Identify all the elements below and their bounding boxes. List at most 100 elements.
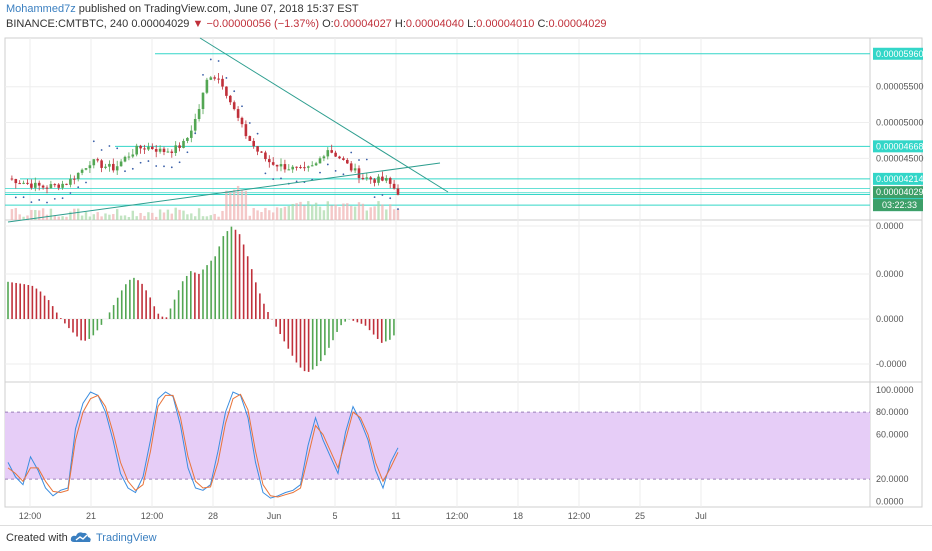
volume-bar (303, 205, 306, 220)
price-tick-label: 0.00005000 (876, 118, 924, 128)
volume-bar (365, 210, 368, 220)
candle-body (84, 168, 88, 170)
candle-body (22, 182, 25, 184)
candle-body (256, 146, 259, 152)
psar-dot (108, 145, 111, 147)
candle-body (190, 130, 193, 138)
volume-bar (18, 214, 21, 220)
volume-bar (353, 206, 357, 220)
volume-bar (330, 205, 333, 220)
volume-bar (311, 204, 314, 220)
candle-body (69, 178, 72, 185)
volume-bar (158, 209, 162, 220)
candle-body (30, 183, 33, 188)
volume-bar (166, 209, 170, 220)
candle-body (385, 178, 388, 181)
candle-body (201, 92, 205, 110)
candle-body (260, 151, 263, 153)
volume-bar (252, 208, 255, 220)
volume-bar (272, 212, 275, 220)
candle-body (338, 156, 341, 159)
last-price-tag (873, 186, 923, 199)
volume-bar (205, 216, 209, 220)
psar-dot (163, 165, 165, 168)
psar-dot (295, 180, 298, 183)
stoch-tick-label: 0.0000 (876, 496, 904, 506)
volume-bar (357, 202, 361, 220)
volume-bar (135, 216, 138, 220)
close-label: C: (537, 18, 549, 30)
volume-bar (100, 216, 103, 220)
publish-info: published on TradingView.com, June 07, 2… (78, 3, 359, 15)
volume-bar (392, 209, 396, 220)
price-tick-label: 0.00005500 (876, 82, 924, 92)
symbol-ohlc-line: BINANCE:CMTBTC, 240 0.00004029 ▼ −0.0000… (6, 18, 607, 30)
volume-bar (186, 214, 189, 220)
candle-body (119, 161, 123, 167)
psar-dot (77, 186, 80, 189)
last-price: 0.00004029 (131, 18, 190, 30)
psar-dot (326, 163, 329, 166)
volume-bar (373, 206, 376, 220)
candle-body (217, 78, 220, 80)
volume-bar (225, 190, 228, 220)
high-value: 0.00004040 (405, 18, 464, 30)
candle-body (314, 163, 318, 166)
trading-chart[interactable]: 12:00 21 12:00 28 Jun 5 11 12:00 18 12:00 25 Jul 0.0… (0, 0, 932, 525)
volume-bar (334, 204, 337, 220)
candle-body (65, 183, 68, 185)
candle-body (334, 152, 337, 157)
psar-dot (264, 172, 267, 175)
candle-body (162, 148, 166, 152)
candle-body (182, 140, 185, 148)
candle-body (349, 163, 353, 171)
volume-bar (350, 205, 353, 220)
volume-bar (299, 201, 302, 220)
x-tick-label: 21 (86, 511, 96, 521)
volume-bar (26, 215, 29, 220)
volume-bar (151, 212, 154, 220)
volume-bar (326, 201, 329, 220)
author-link[interactable]: Mohammed7z (6, 3, 76, 15)
volume-bar (61, 216, 64, 220)
volume-bar (65, 216, 68, 220)
candle-body (76, 172, 80, 180)
price-tick-label: 0.00004500 (876, 153, 924, 163)
psar-dot (397, 208, 399, 210)
psar-dot (217, 60, 220, 62)
psar-dot (202, 73, 204, 76)
volume-bar (30, 209, 33, 220)
x-tick-label: 12:00 (19, 511, 42, 521)
stoch-d-line (7, 393, 399, 498)
psar-dot (46, 201, 48, 204)
volume-bar (53, 215, 56, 220)
psar-dot (53, 197, 56, 200)
volume-bar (174, 207, 177, 220)
created-with-text: Created with (6, 532, 68, 544)
candle-body (264, 152, 267, 160)
histogram-tick-label: 0.0000 (876, 269, 904, 279)
psar-dot (342, 173, 345, 176)
volume-bar (287, 206, 290, 220)
candle-body (330, 150, 333, 153)
candle-body (49, 184, 53, 189)
volume-bar (147, 212, 150, 220)
candle-body (37, 182, 41, 186)
tradingview-brand-link[interactable]: TradingView (96, 532, 157, 544)
candle-body (275, 164, 279, 167)
volume-bar (88, 216, 92, 220)
countdown-label: 03:22:33 (882, 200, 917, 210)
candle-body (127, 156, 131, 158)
psar-dot (30, 201, 33, 204)
candle-body (396, 188, 400, 195)
candle-body (143, 148, 146, 150)
histogram-tick-label: 0.0000 (876, 221, 904, 231)
volume-bar (143, 215, 146, 220)
volume-bar (112, 214, 115, 220)
symbol-info: BINANCE:CMTBTC, 240 (6, 18, 129, 30)
stoch-tick-label: 60.0000 (876, 429, 909, 439)
volume-bar (49, 208, 53, 220)
volume-bar (116, 209, 119, 220)
volume-bar (57, 216, 60, 220)
psar-dot (131, 167, 134, 170)
